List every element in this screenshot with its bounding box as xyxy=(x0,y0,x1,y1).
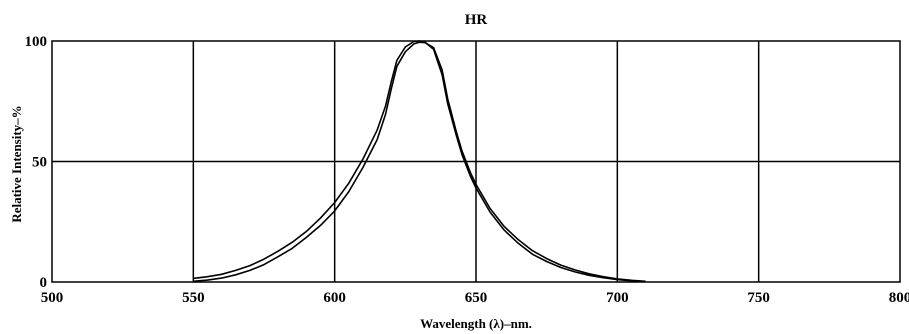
y-tick-label: 50 xyxy=(32,155,47,171)
grid xyxy=(51,40,901,283)
chart-title: HR xyxy=(465,12,488,28)
y-tick-labels: 0 50 100 xyxy=(25,34,48,291)
x-tick-label: 800 xyxy=(889,290,909,306)
series-group xyxy=(193,40,646,283)
series-line-2 xyxy=(193,41,646,283)
x-tick-label: 500 xyxy=(41,290,64,306)
x-tick-label: 700 xyxy=(606,290,629,306)
x-tick-labels: 500 550 600 650 700 750 800 xyxy=(41,290,909,306)
x-tick-label: 650 xyxy=(465,290,488,306)
x-tick-label: 550 xyxy=(182,290,205,306)
series-line-1 xyxy=(193,40,646,283)
x-tick-label: 600 xyxy=(323,290,346,306)
x-tick-label: 750 xyxy=(747,290,770,306)
y-axis-label: Relative Intensity–% xyxy=(9,105,24,222)
y-tick-label: 100 xyxy=(25,34,48,50)
y-tick-label: 0 xyxy=(40,275,48,291)
x-axis-label: Wavelength (λ)–nm. xyxy=(420,316,532,331)
